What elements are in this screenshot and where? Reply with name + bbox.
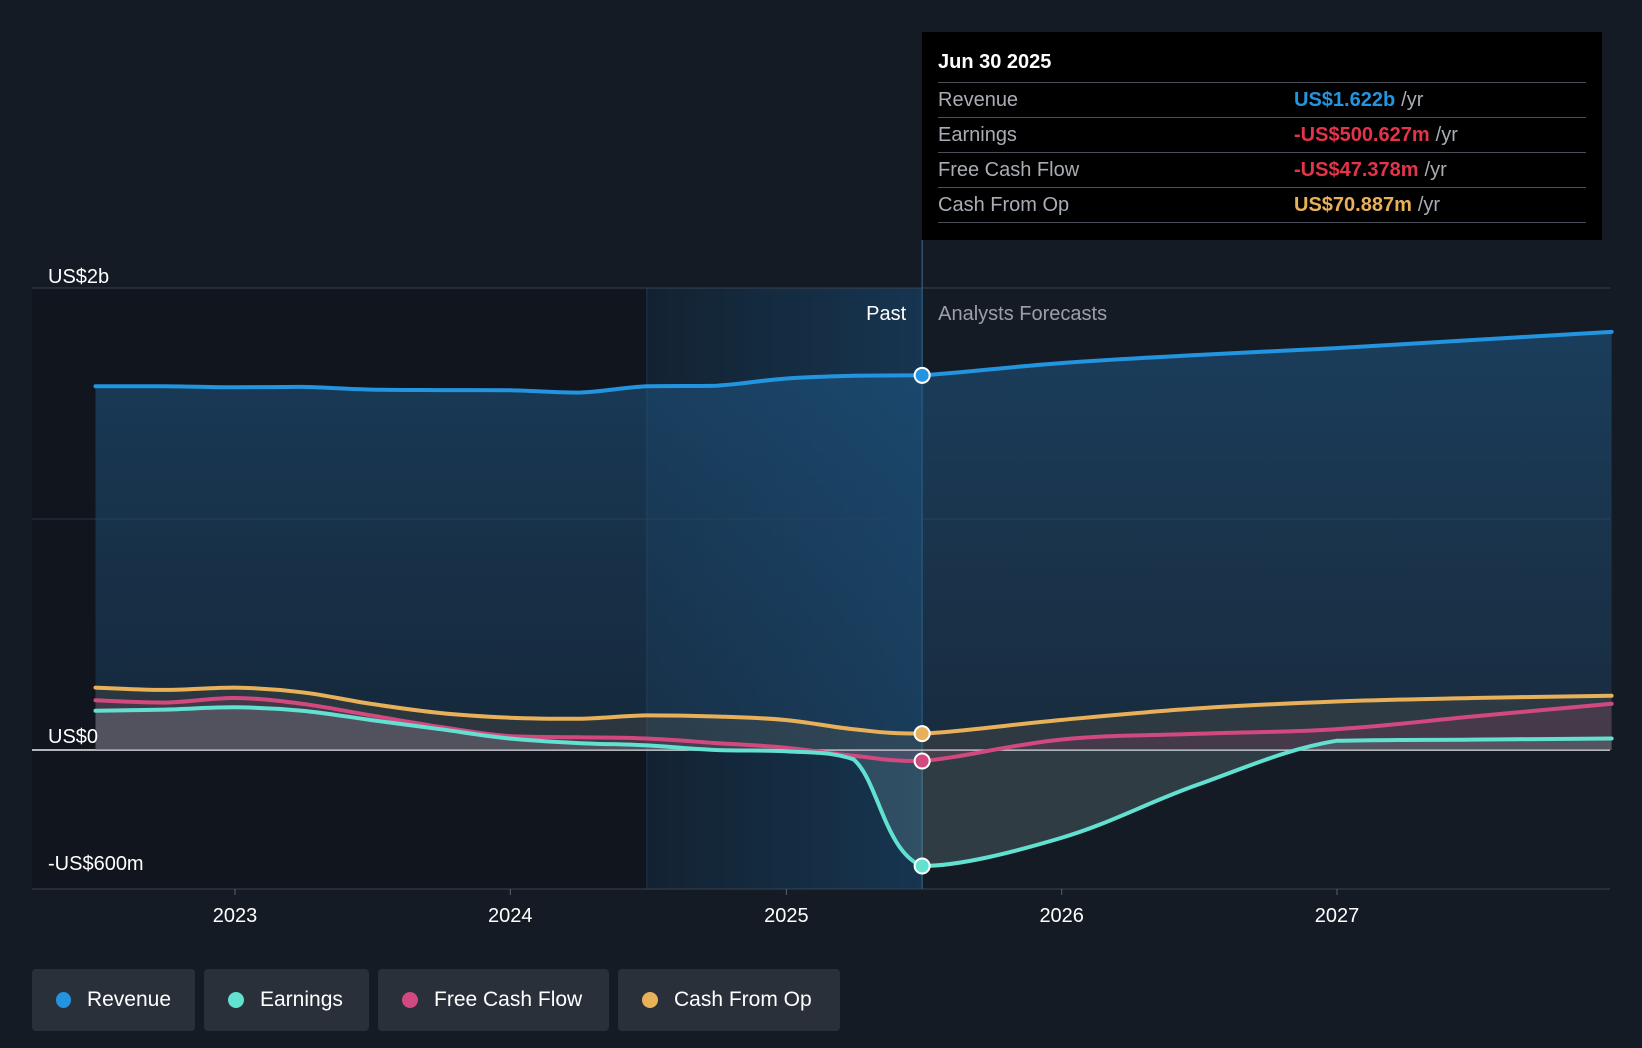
area-earnings <box>95 707 1612 866</box>
forecast-label: Analysts Forecasts <box>938 303 1107 325</box>
tooltip-value-free-cash-flow: -US$47.378m <box>1294 159 1419 181</box>
tooltip-label: Free Cash Flow <box>938 159 1080 181</box>
legend-item-cash-from-op[interactable]: Cash From Op <box>618 969 840 1031</box>
line-free-cash-flow <box>93 696 1614 763</box>
tooltip-unit: /yr <box>1401 89 1424 111</box>
chart-legend: Revenue Earnings Free Cash Flow Cash Fro… <box>32 969 840 1031</box>
legend-label: Cash From Op <box>674 988 812 1011</box>
legend-item-revenue[interactable]: Revenue <box>32 969 195 1031</box>
x-axis-label: 2025 <box>764 905 809 927</box>
area-revenue <box>95 331 1612 750</box>
marker-earnings <box>913 857 931 875</box>
revenue-dot-icon <box>56 992 71 1008</box>
y-axis-label: -US$600m <box>48 853 144 875</box>
tooltip-unit: /yr <box>1435 124 1458 146</box>
free-cash-flow-dot-icon <box>402 992 418 1008</box>
past-label: Past <box>866 303 906 325</box>
legend-label: Free Cash Flow <box>434 988 583 1011</box>
tooltip-panel: Jun 30 2025 Revenue US$1.622b /yr Earnin… <box>922 32 1602 240</box>
tooltip-label: Earnings <box>938 124 1017 146</box>
x-axis-label: 2024 <box>488 905 533 927</box>
line-cash-from-op <box>93 685 1614 736</box>
tooltip-row-earnings: Earnings -US$500.627m /yr <box>938 118 1586 153</box>
tooltip-unit: /yr <box>1417 194 1441 216</box>
marker-cash-from-op <box>913 725 931 743</box>
line-earnings <box>93 705 1614 868</box>
legend-label: Earnings <box>260 988 343 1011</box>
legend-label: Revenue <box>86 988 171 1011</box>
tooltip-value-cash-from-op: US$70.887m <box>1294 194 1412 216</box>
y-axis-label: US$2b <box>48 266 109 288</box>
tooltip-row-revenue: Revenue US$1.622b /yr <box>938 83 1586 118</box>
tooltip-row-cash-from-op: Cash From Op US$70.887m /yr <box>938 188 1586 223</box>
tooltip-label: Revenue <box>938 89 1019 111</box>
tooltip-value-earnings: -US$500.627m <box>1294 124 1430 146</box>
tooltip-unit: /yr <box>1424 159 1447 181</box>
x-axis-label: 2026 <box>1039 905 1084 927</box>
legend-item-free-cash-flow[interactable]: Free Cash Flow <box>378 969 609 1031</box>
tooltip-label: Cash From Op <box>938 194 1070 216</box>
x-axis-label: 2027 <box>1315 905 1360 927</box>
line-revenue <box>93 329 1614 395</box>
tooltip-row-free-cash-flow: Free Cash Flow -US$47.378m /yr <box>938 153 1586 188</box>
y-axis-label: US$0 <box>48 726 98 748</box>
tooltip-value-revenue: US$1.622b <box>1294 89 1396 111</box>
area-free-cash-flow <box>95 698 1612 761</box>
legend-item-earnings[interactable]: Earnings <box>204 969 369 1031</box>
x-axis-label: 2023 <box>213 905 258 927</box>
tooltip-date: Jun 30 2025 <box>938 48 1586 83</box>
cash-from-op-dot-icon <box>642 992 658 1008</box>
marker-free-cash-flow <box>913 752 931 770</box>
earnings-dot-icon <box>228 992 244 1008</box>
marker-revenue <box>913 366 931 384</box>
